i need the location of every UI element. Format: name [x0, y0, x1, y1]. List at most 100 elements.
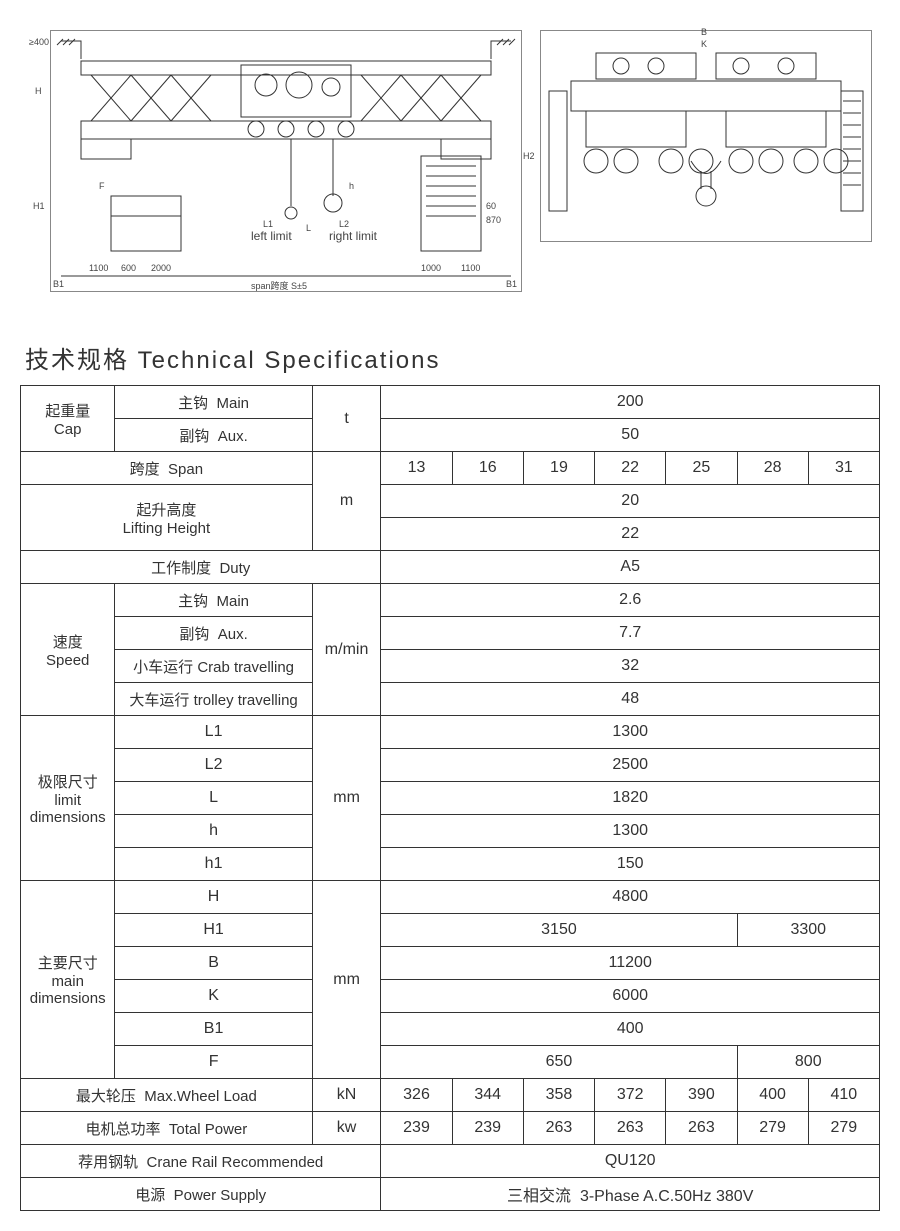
mdim-en1: main: [51, 973, 84, 990]
table-row: 起重量Cap 主钩 Main t 200: [21, 386, 880, 419]
mw-4: 390: [666, 1079, 737, 1112]
spec-title-en: Technical Specifications: [138, 347, 441, 374]
speed-main: 2.6: [381, 584, 880, 617]
rail-en: Crane Rail Recommended: [147, 1154, 324, 1171]
table-row: h 1300: [21, 815, 880, 848]
pw-3: 263: [595, 1112, 666, 1145]
h1-lbl: h1: [115, 848, 312, 881]
table-row: 荐用钢轨 Crane Rail Recommended QU120: [21, 1145, 880, 1178]
table-row: 最大轮压 Max.Wheel Load kN 326 344 358 372 3…: [21, 1079, 880, 1112]
table-row: 极限尺寸limitdimensions L1 mm 1300: [21, 716, 880, 749]
dim-H2: H2: [523, 151, 535, 161]
ps-en: Power Supply: [174, 1187, 267, 1204]
table-row: K6000: [21, 980, 880, 1013]
mw-cn: 最大轮压: [76, 1088, 136, 1105]
table-row: H1 3150 3300: [21, 914, 880, 947]
dim-B1L: B1: [53, 279, 64, 289]
table-row: F 650 800: [21, 1046, 880, 1079]
ps-val-cn: 三相交流: [507, 1188, 571, 1205]
dim-H1: H1: [33, 201, 45, 211]
L1-lbl: L1: [115, 716, 312, 749]
B1-val: 400: [381, 1013, 880, 1046]
dim-b3: 1000: [421, 263, 441, 273]
limit-en1: limit: [54, 792, 81, 809]
dim-L1-sub: left limit: [251, 229, 292, 243]
B1-lbl: B1: [115, 1013, 312, 1046]
dim-b4: 1100: [461, 263, 480, 273]
technical-diagram: ≥400 H H1 F L1 left limit L L2 right lim…: [20, 20, 880, 310]
span-cn: 跨度: [130, 461, 160, 478]
dim-r1: 870: [486, 215, 501, 225]
crab-en: Crab travelling: [197, 659, 294, 676]
crab-cn: 小车运行: [133, 659, 193, 676]
table-row: 电源 Power Supply 三相交流 3-Phase A.C.50Hz 38…: [21, 1178, 880, 1211]
span-unit: m: [312, 452, 381, 551]
rail-val: QU120: [381, 1145, 880, 1178]
L-lbl: L: [115, 782, 312, 815]
span-1: 16: [452, 452, 523, 485]
spd-aux-cn: 副钩: [179, 626, 209, 643]
limit-en2: dimensions: [30, 809, 106, 826]
table-row: B1 400: [21, 1013, 880, 1046]
h-lbl: h: [115, 815, 312, 848]
table-row: L 1820: [21, 782, 880, 815]
dim-h: h: [349, 181, 354, 191]
spd-main-en: Main: [217, 593, 250, 610]
table-row: 小车运行 Crab travelling 32: [21, 650, 880, 683]
H-lbl: H: [115, 881, 312, 914]
cap-cn: 起重量: [45, 403, 90, 420]
speed-en: Speed: [46, 652, 89, 669]
L-val: 1820: [381, 782, 880, 815]
diagram-elevation: ≥400 H H1 F L1 left limit L L2 right lim…: [50, 30, 522, 292]
dim-L1: L1: [263, 219, 273, 229]
span-3: 22: [595, 452, 666, 485]
mdim-cn: 主要尺寸: [38, 955, 98, 972]
lift-cn: 起升高度: [136, 502, 196, 519]
dim-span: span跨度 S±5: [251, 279, 307, 292]
table-row: 电机总功率 Total Power kw 239 239 263 263 263…: [21, 1112, 880, 1145]
mw-3: 372: [595, 1079, 666, 1112]
spec-title: 技术规格 Technical Specifications: [25, 340, 880, 375]
mw-unit: kN: [312, 1079, 381, 1112]
pw-1: 239: [452, 1112, 523, 1145]
pw-2: 263: [523, 1112, 594, 1145]
B-val: 11200: [381, 947, 880, 980]
mw-1: 344: [452, 1079, 523, 1112]
duty-val: A5: [381, 551, 880, 584]
K-val: 6000: [381, 980, 880, 1013]
pw-0: 239: [381, 1112, 452, 1145]
pw-4: 263: [666, 1112, 737, 1145]
L1-val: 1300: [381, 716, 880, 749]
mw-0: 326: [381, 1079, 452, 1112]
trolley-en: trolley travelling: [194, 692, 298, 709]
table-row: 起升高度Lifting Height 20: [21, 485, 880, 518]
diagram-end-view: B K H2: [540, 30, 872, 242]
table-row: B 11200: [21, 947, 880, 980]
table-row: 大车运行 trolley travelling 48: [21, 683, 880, 716]
limit-cn: 极限尺寸: [38, 774, 98, 791]
spd-main-cn: 主钩: [178, 593, 208, 610]
table-row: 跨度 Span m 13 16 19 22 25 28 31: [21, 452, 880, 485]
table-row: L22500: [21, 749, 880, 782]
F-lbl: F: [115, 1046, 312, 1079]
dim-b1: 600: [121, 263, 136, 273]
mw-2: 358: [523, 1079, 594, 1112]
spec-title-cn: 技术规格: [25, 347, 129, 374]
table-row: 工作制度 Duty A5: [21, 551, 880, 584]
mw-5: 400: [737, 1079, 808, 1112]
speed-unit: m/min: [312, 584, 381, 716]
h-val: 1300: [381, 815, 880, 848]
pw-cn: 电机总功率: [86, 1121, 161, 1138]
main-unit: mm: [312, 881, 381, 1079]
h1-val: 150: [381, 848, 880, 881]
duty-en: Duty: [219, 560, 250, 577]
dim-B: B: [701, 27, 707, 37]
lift-main: 20: [381, 485, 880, 518]
mw-6: 410: [808, 1079, 879, 1112]
H1-lbl: H1: [115, 914, 312, 947]
span-en: Span: [168, 461, 203, 478]
rail-cn: 荐用钢轨: [78, 1154, 138, 1171]
B-lbl: B: [115, 947, 312, 980]
dim-r0: 60: [486, 201, 496, 211]
mw-en: Max.Wheel Load: [144, 1088, 257, 1105]
